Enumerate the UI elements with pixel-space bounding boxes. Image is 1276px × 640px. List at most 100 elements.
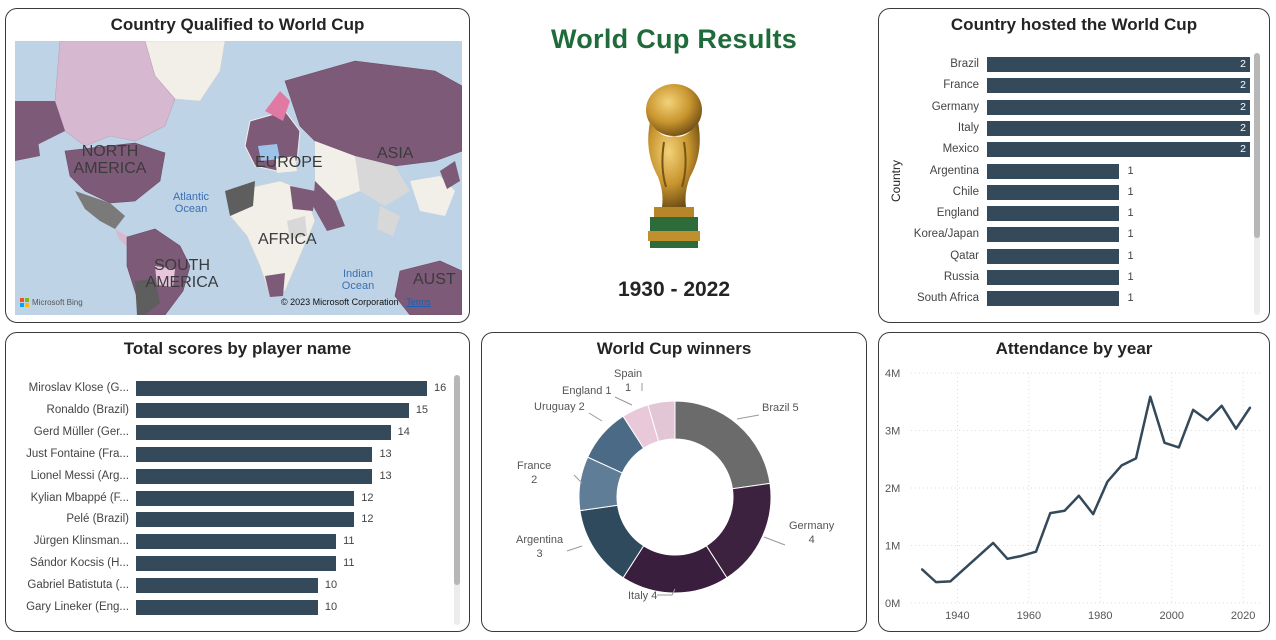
- bar-label: Kylian Mbappé (F...: [30, 491, 129, 504]
- bar-label: South Africa: [916, 292, 979, 305]
- x-tick-label: 1980: [1088, 610, 1112, 622]
- x-tick-label: 1940: [945, 610, 969, 622]
- bar[interactable]: [136, 534, 337, 550]
- bar[interactable]: [136, 381, 427, 396]
- donut-data-label: Uruguay 2: [534, 401, 585, 413]
- y-tick-label: 1M: [885, 541, 900, 553]
- bar[interactable]: [987, 99, 1250, 115]
- data-point[interactable]: [1220, 404, 1223, 407]
- bar[interactable]: [987, 184, 1119, 200]
- donut-label-name: Germany: [789, 520, 835, 532]
- bar[interactable]: [987, 120, 1250, 136]
- donut-data-label: Germany 4: [789, 519, 834, 547]
- bar[interactable]: [136, 490, 355, 506]
- bar[interactable]: [987, 78, 1250, 94]
- data-point[interactable]: [1049, 512, 1052, 514]
- data-label: 16: [434, 382, 447, 394]
- data-point[interactable]: [1120, 464, 1123, 467]
- bar-label: Gabriel Batistuta (...: [27, 579, 129, 592]
- data-label: 10: [324, 601, 338, 613]
- bar[interactable]: [136, 446, 373, 462]
- winners-card: World Cup winners Brazil 5 Germany 4 Italy …: [481, 332, 867, 632]
- bar[interactable]: [136, 600, 318, 615]
- hosts-card: Country hosted the World Cup Country Bra…: [878, 8, 1270, 323]
- map-copyright-text: © 2023 Microsoft Corporation: [281, 297, 399, 307]
- data-point[interactable]: [1149, 395, 1152, 398]
- bar[interactable]: [136, 424, 391, 440]
- data-point[interactable]: [1006, 558, 1009, 560]
- data-point[interactable]: [949, 580, 952, 583]
- data-point[interactable]: [992, 542, 994, 544]
- bar[interactable]: [987, 163, 1119, 179]
- bar-label: Jürgen Klinsman...: [33, 535, 129, 548]
- data-point[interactable]: [1078, 494, 1080, 497]
- donut-label-value: 4: [808, 534, 815, 546]
- data-point[interactable]: [935, 581, 937, 583]
- bar[interactable]: [136, 468, 373, 484]
- bar[interactable]: [987, 142, 1250, 158]
- data-point[interactable]: [1206, 419, 1209, 422]
- bar-label: Gerd Müller (Ger...: [33, 425, 129, 438]
- donut-label-value: 1: [625, 382, 632, 394]
- winners-donut-chart: [566, 383, 786, 596]
- data-point[interactable]: [1163, 442, 1166, 444]
- donut-slice[interactable]: [647, 400, 676, 442]
- bar[interactable]: [987, 270, 1119, 285]
- donut-data-label: Spain 1: [614, 367, 642, 395]
- y-tick-label: 4M: [885, 368, 900, 380]
- data-point[interactable]: [920, 568, 923, 570]
- data-label: 11: [343, 557, 355, 570]
- data-point[interactable]: [1092, 513, 1094, 515]
- bar-label: Brazil: [950, 58, 979, 70]
- data-label: 1: [1127, 228, 1134, 241]
- attendance-line[interactable]: [920, 395, 1252, 584]
- bar[interactable]: [987, 291, 1119, 307]
- bar[interactable]: [987, 57, 1250, 72]
- data-point[interactable]: [1020, 555, 1023, 557]
- donut-slice[interactable]: [674, 400, 771, 490]
- data-point[interactable]: [1192, 409, 1194, 411]
- data-point[interactable]: [1178, 446, 1180, 449]
- data-label: 1: [1127, 164, 1134, 177]
- map-label-south-america: SOUTH AMERICA: [145, 257, 219, 291]
- scores-scrollbar[interactable]: [454, 375, 460, 625]
- data-label: 12: [361, 513, 374, 526]
- bing-logo: Microsoft Bing: [20, 298, 83, 307]
- bar[interactable]: [136, 512, 355, 528]
- bar-label: Korea/Japan: [913, 228, 979, 241]
- scores-card: Total scores by player name Miroslav Klo…: [5, 332, 470, 632]
- y-tick-label: 3M: [885, 426, 900, 438]
- data-point[interactable]: [1106, 480, 1109, 483]
- scores-scrollbar-thumb[interactable]: [454, 375, 460, 585]
- data-point[interactable]: [1063, 509, 1066, 512]
- data-point[interactable]: [1235, 427, 1237, 430]
- bar-label: Chile: [952, 185, 979, 198]
- bar-label: France: [943, 79, 979, 92]
- data-label: 2: [1240, 143, 1246, 156]
- map-card: Country Qualified to World Cup: [5, 8, 470, 323]
- map-terms-link[interactable]: Terms: [406, 297, 431, 307]
- bar[interactable]: [987, 248, 1119, 264]
- qualified-countries-map[interactable]: NORTH AMERICA EUROPE ASIA AFRICA SOUTH A…: [15, 41, 462, 315]
- bar[interactable]: [136, 578, 318, 594]
- bar[interactable]: [987, 227, 1119, 243]
- scores-bar-chart: Miroslav Klose (G... 16 Ronaldo (Brazil) 15…: [6, 333, 469, 631]
- data-point[interactable]: [1135, 457, 1137, 460]
- data-label: 10: [324, 579, 338, 592]
- bar[interactable]: [136, 402, 409, 418]
- donut-label-name: Spain: [614, 368, 643, 380]
- data-label: 13: [379, 469, 392, 482]
- data-point[interactable]: [1249, 406, 1252, 409]
- bar-label: Lionel Messi (Arg...: [30, 469, 129, 482]
- hosts-scrollbar-thumb[interactable]: [1254, 53, 1260, 238]
- bar[interactable]: [136, 556, 337, 572]
- data-point[interactable]: [1035, 550, 1037, 553]
- bar-label: Just Fontaine (Fra...: [26, 447, 129, 460]
- data-label: 2: [1240, 100, 1246, 113]
- hosts-scrollbar[interactable]: [1254, 53, 1260, 315]
- map-label-indian: Indian Ocean: [341, 268, 375, 292]
- data-label: 11: [343, 535, 355, 548]
- map-shapes: [15, 41, 462, 315]
- data-label: 1: [1127, 271, 1134, 283]
- bar[interactable]: [987, 206, 1119, 222]
